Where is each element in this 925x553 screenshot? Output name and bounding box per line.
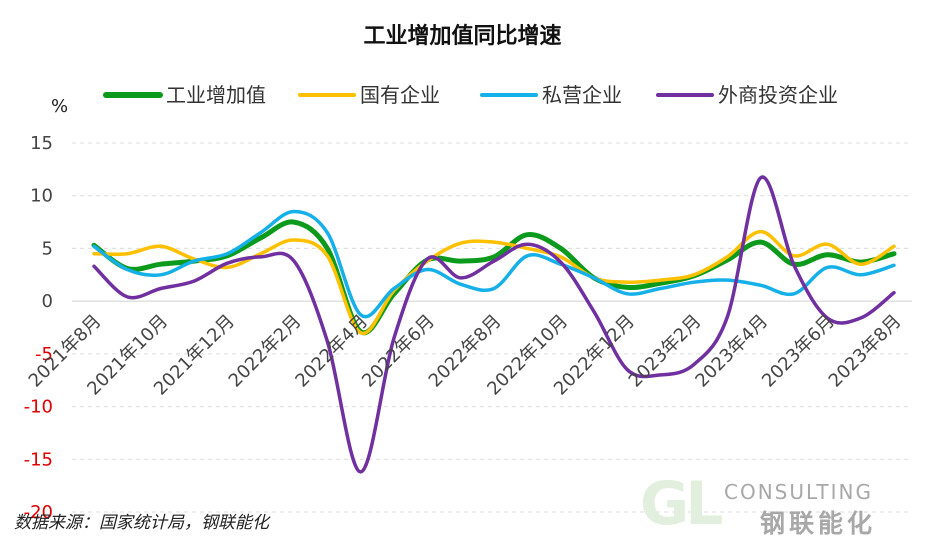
legend-label: 私营企业: [542, 83, 622, 107]
y-tick-label: 15: [30, 133, 53, 154]
series-line-3: [92, 209, 896, 319]
x-axis-tick-labels: 2021年8月2021年10月2021年12月2022年2月2022年4月202…: [25, 311, 906, 400]
brand-logo: GL CONSULTING 钢联能化: [640, 474, 920, 540]
logo-consulting-text: CONSULTING: [724, 480, 873, 504]
series-lines: [91, 175, 897, 474]
data-source-note: 数据来源：国家统计局，钢联能化: [14, 513, 269, 533]
legend-label: 国有企业: [360, 83, 440, 107]
y-tick-label: 5: [42, 238, 53, 259]
y-tick-label: -20: [24, 502, 53, 523]
logo-chinese-text: 钢联能化: [760, 509, 877, 538]
y-tick-label: 0: [42, 291, 53, 312]
series-line-4: [92, 175, 896, 474]
legend: 工业增加值 国有企业 私营企业 外商投资企业: [103, 83, 838, 107]
series-line-2: [92, 229, 896, 336]
y-tick-label: -15: [24, 449, 53, 470]
y-tick-label: 10: [30, 186, 53, 207]
logo-mark: GL: [640, 469, 724, 539]
y-tick-label: -5: [35, 344, 53, 365]
legend-label: 外商投资企业: [718, 83, 838, 107]
series-line-1: [91, 219, 897, 336]
y-tick-label: -10: [24, 397, 53, 418]
chart-title: 工业增加值同比增速: [363, 24, 562, 49]
legend-label: 工业增加值: [166, 83, 266, 107]
y-axis-tick-labels: 15 10 5 0 -5 -10 -15 -20: [24, 133, 53, 523]
gridlines: [72, 142, 912, 513]
y-axis-unit-label: %: [51, 96, 68, 117]
